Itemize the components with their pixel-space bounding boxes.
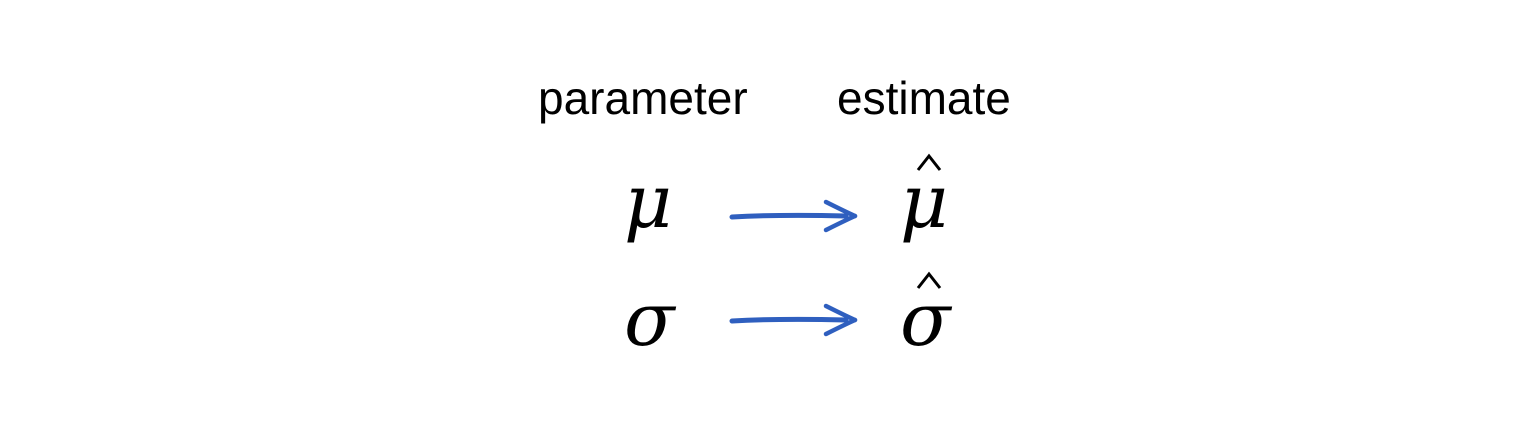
right-arrow-icon [729,303,858,337]
header-estimate: estimate [837,72,1011,124]
hat-accent-icon [916,153,942,171]
estimate-mu: μ [900,159,949,245]
estimate-sigma-hat: σ [900,268,960,378]
right-arrow-icon [729,199,858,233]
hat-accent-icon [916,271,942,289]
parameter-mu: μ [624,159,673,245]
header-parameter: parameter [538,72,748,124]
parameter-sigma: σ [624,277,675,363]
estimate-mu-hat: μ [900,150,960,260]
estimate-sigma: σ [900,277,951,363]
